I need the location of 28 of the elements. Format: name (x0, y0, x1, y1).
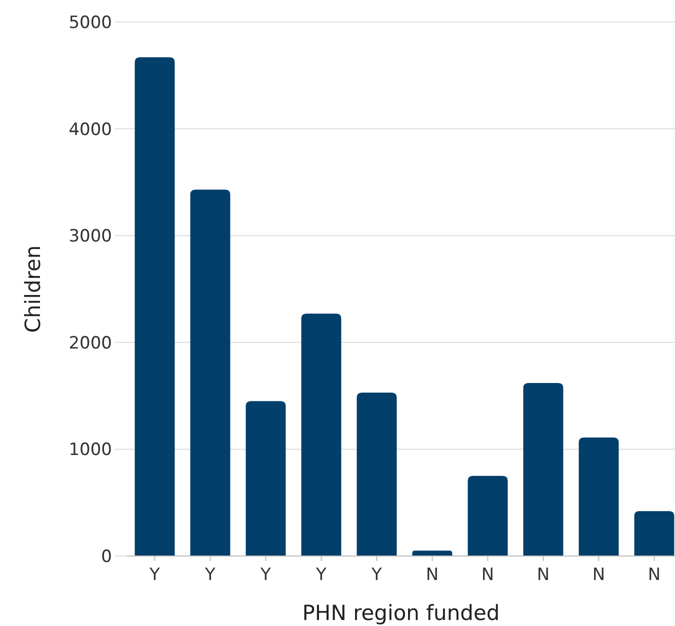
bar (356, 392, 397, 556)
y-tick-label: 2000 (68, 333, 112, 354)
y-tick-label: 0 (101, 546, 112, 567)
x-tick-label: N (648, 565, 661, 585)
x-tick-label: Y (260, 565, 272, 585)
x-axis-title: PHN region funded (302, 601, 500, 625)
x-tick-label: Y (315, 565, 328, 585)
bar (412, 550, 452, 556)
y-tick-label: 4000 (68, 120, 112, 140)
x-tick-label: N (536, 565, 550, 585)
x-tick-label: Y (370, 565, 383, 585)
bar (190, 190, 230, 556)
x-tick-label: N (481, 565, 494, 585)
x-tick-label: Y (204, 565, 216, 585)
bar (246, 401, 286, 556)
x-tick-label: Y (148, 565, 161, 585)
bar (134, 57, 175, 556)
y-tick-label: 3000 (68, 226, 112, 247)
bar (523, 382, 564, 556)
bar (468, 476, 508, 556)
y-axis-title: Children (21, 245, 45, 333)
bar (301, 314, 342, 556)
bar (634, 511, 674, 556)
y-tick-label: 1000 (68, 440, 112, 460)
bar (578, 437, 619, 556)
y-tick-label: 5000 (68, 12, 112, 33)
x-tick-label: N (426, 565, 439, 585)
x-tick-label: N (592, 565, 606, 585)
